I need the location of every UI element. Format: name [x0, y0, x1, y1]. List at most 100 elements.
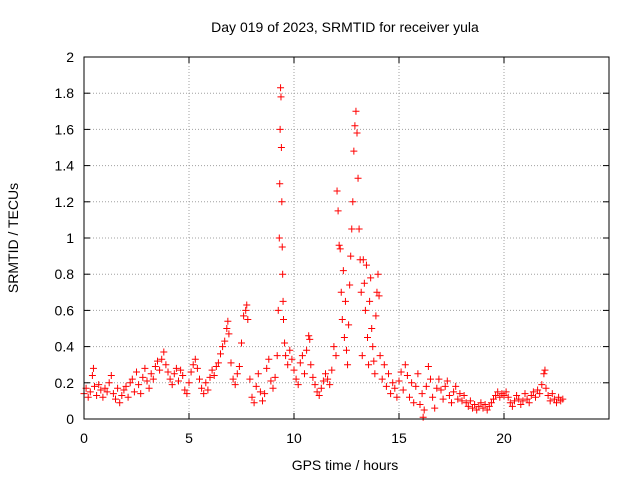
data-point: [276, 180, 284, 188]
data-point: [345, 321, 353, 329]
data-point: [177, 366, 185, 374]
data-point: [227, 359, 235, 367]
data-point: [330, 343, 338, 351]
data-point: [246, 375, 254, 383]
data-point: [340, 334, 348, 342]
data-points: [80, 84, 567, 421]
data-point: [414, 370, 422, 378]
data-point: [179, 372, 187, 380]
data-point: [328, 366, 336, 374]
data-point: [469, 404, 476, 412]
data-point: [265, 355, 273, 363]
data-point: [88, 372, 96, 380]
grid-lines: [84, 57, 609, 419]
data-point: [343, 346, 350, 354]
data-point: [375, 292, 383, 300]
data-point: [107, 372, 115, 380]
y-tick-label: 0: [66, 411, 74, 427]
data-point: [416, 401, 424, 409]
data-point: [424, 363, 432, 371]
data-point: [435, 375, 443, 383]
y-tick-label: 0.2: [55, 375, 75, 391]
data-point: [477, 399, 485, 407]
data-point: [326, 381, 334, 389]
data-point: [252, 382, 260, 390]
data-point: [523, 395, 531, 403]
data-point: [210, 372, 218, 380]
data-point: [541, 366, 549, 374]
data-point: [538, 381, 546, 389]
data-point: [408, 379, 416, 387]
data-point: [196, 375, 203, 383]
data-point: [294, 381, 302, 389]
data-point: [506, 399, 514, 407]
data-point: [214, 359, 222, 367]
data-point: [324, 375, 332, 383]
data-point: [433, 384, 441, 392]
data-point: [145, 384, 153, 392]
data-point: [212, 363, 220, 371]
data-point: [374, 270, 382, 278]
data-point: [288, 355, 296, 363]
data-point: [460, 391, 468, 399]
data-point: [156, 366, 164, 374]
data-point: [502, 388, 510, 396]
data-point: [360, 279, 368, 287]
data-point: [332, 352, 340, 360]
data-point: [301, 370, 308, 378]
data-point: [139, 373, 147, 381]
data-point: [496, 393, 504, 401]
x-axis-label: GPS time / hours: [292, 457, 399, 473]
data-point: [529, 388, 537, 396]
data-point: [373, 288, 381, 296]
data-point: [456, 390, 464, 398]
data-point: [200, 390, 208, 398]
data-point: [335, 241, 343, 249]
data-point: [217, 350, 224, 358]
data-point: [183, 390, 191, 398]
data-point: [429, 393, 437, 401]
data-point: [269, 384, 277, 392]
y-axis-label: SRMTID / TECUs: [5, 183, 21, 293]
data-point: [191, 355, 199, 363]
data-point: [233, 370, 241, 378]
data-point: [391, 384, 399, 392]
data-point: [120, 386, 128, 394]
data-point: [406, 393, 413, 401]
data-point: [397, 368, 405, 376]
data-point: [116, 399, 124, 407]
data-point: [521, 390, 529, 398]
data-point: [261, 390, 269, 398]
data-point: [122, 382, 130, 390]
data-point: [109, 390, 117, 398]
data-point: [365, 361, 373, 369]
data-point: [349, 198, 357, 206]
data-point: [534, 386, 542, 394]
chart-title: Day 019 of 2023, SRMTID for receiver yul…: [211, 19, 479, 35]
data-point: [462, 399, 470, 407]
y-tick-label: 0.8: [55, 266, 75, 282]
data-point: [458, 397, 466, 405]
data-point: [515, 395, 523, 403]
data-point: [443, 377, 451, 385]
data-point: [479, 404, 487, 412]
data-point: [277, 93, 285, 101]
data-point: [305, 332, 313, 340]
data-point: [93, 391, 101, 399]
data-point: [204, 386, 212, 394]
data-point: [393, 393, 401, 401]
data-point: [427, 375, 434, 383]
data-point: [452, 382, 460, 390]
data-point: [105, 379, 113, 387]
x-tick-label: 5: [185, 430, 193, 446]
data-point: [284, 361, 292, 369]
data-point: [224, 317, 232, 325]
data-point: [542, 384, 550, 392]
data-point: [511, 397, 518, 405]
data-point: [181, 386, 189, 394]
data-point: [513, 391, 521, 399]
y-axis-tick-labels: 0 0.2 0.4 0.6 0.8 1 1.2 1.4 1.6 1.8 2: [55, 49, 75, 427]
data-point: [376, 352, 384, 360]
data-point: [164, 368, 172, 376]
data-point: [367, 274, 375, 282]
